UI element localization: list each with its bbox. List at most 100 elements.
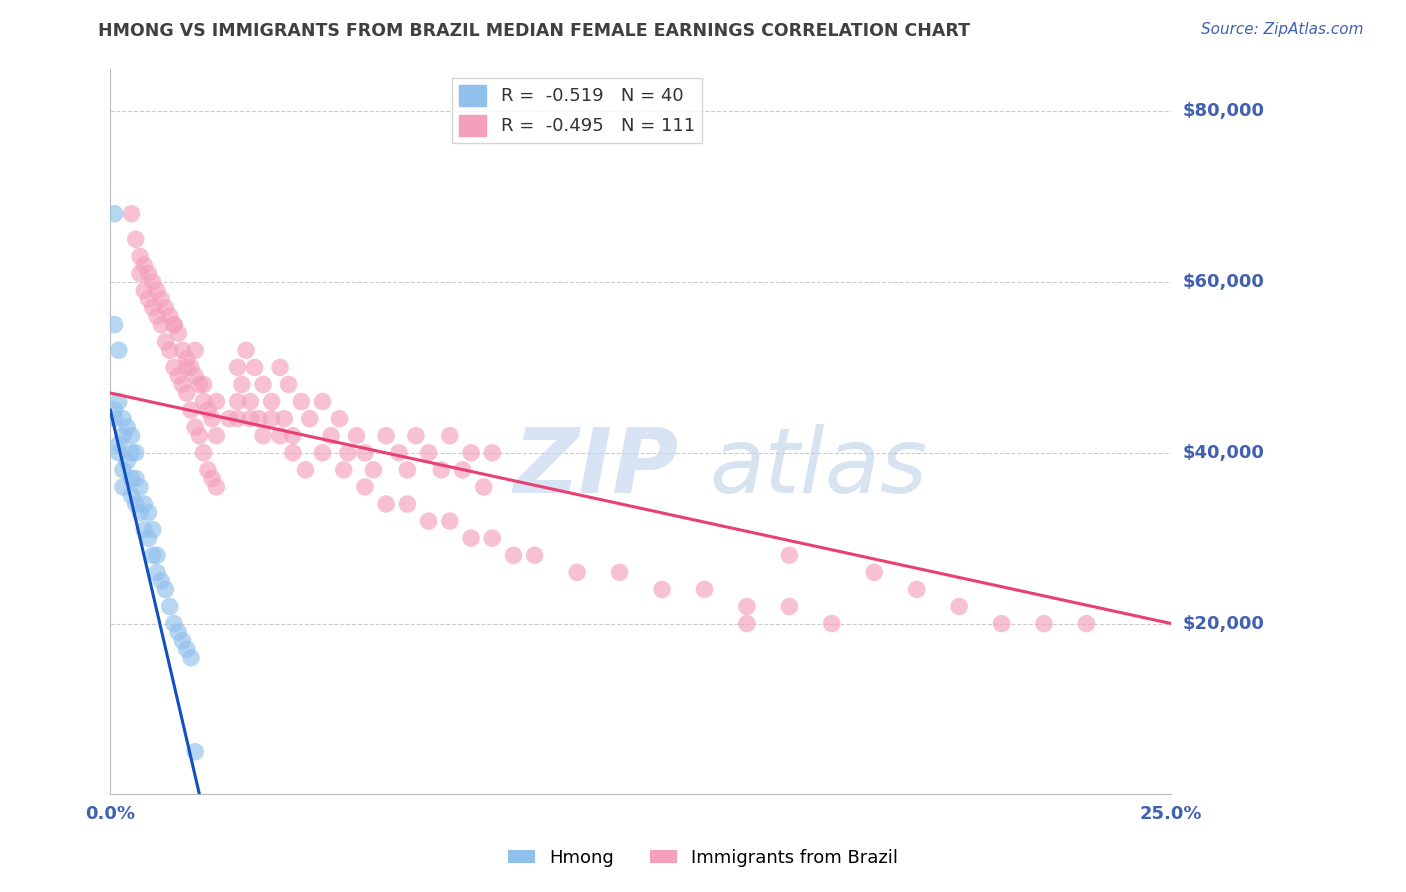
Point bbox=[121, 428, 143, 442]
Point bbox=[103, 403, 125, 417]
Point bbox=[201, 471, 224, 485]
Point bbox=[252, 377, 274, 392]
Point bbox=[451, 463, 474, 477]
Point bbox=[319, 428, 342, 442]
Point bbox=[396, 497, 419, 511]
Point bbox=[375, 497, 398, 511]
Point bbox=[159, 343, 181, 358]
Point bbox=[439, 428, 461, 442]
Point bbox=[481, 531, 503, 545]
Point bbox=[1033, 616, 1056, 631]
Point bbox=[121, 488, 143, 502]
Point bbox=[150, 574, 173, 588]
Point bbox=[260, 394, 283, 409]
Point bbox=[125, 446, 148, 460]
Point bbox=[172, 343, 194, 358]
Point bbox=[129, 267, 152, 281]
Point bbox=[281, 428, 304, 442]
Point bbox=[167, 326, 190, 341]
Point bbox=[112, 411, 135, 425]
Point bbox=[243, 360, 266, 375]
Point bbox=[328, 411, 350, 425]
Point bbox=[235, 343, 257, 358]
Point bbox=[176, 360, 198, 375]
Point bbox=[460, 446, 482, 460]
Point bbox=[138, 531, 160, 545]
Point bbox=[155, 582, 177, 597]
Point bbox=[172, 377, 194, 392]
Point bbox=[502, 548, 524, 562]
Text: HMONG VS IMMIGRANTS FROM BRAZIL MEDIAN FEMALE EARNINGS CORRELATION CHART: HMONG VS IMMIGRANTS FROM BRAZIL MEDIAN F… bbox=[98, 22, 970, 40]
Point bbox=[735, 599, 758, 614]
Point bbox=[472, 480, 495, 494]
Point bbox=[125, 497, 148, 511]
Point bbox=[205, 394, 228, 409]
Point bbox=[609, 566, 631, 580]
Point bbox=[176, 642, 198, 657]
Point bbox=[117, 420, 139, 434]
Point bbox=[273, 411, 295, 425]
Point bbox=[290, 394, 312, 409]
Point bbox=[205, 480, 228, 494]
Point bbox=[298, 411, 321, 425]
Point bbox=[112, 428, 135, 442]
Point bbox=[651, 582, 673, 597]
Point bbox=[281, 446, 304, 460]
Point bbox=[121, 446, 143, 460]
Point bbox=[180, 360, 202, 375]
Point bbox=[252, 428, 274, 442]
Text: $20,000: $20,000 bbox=[1182, 615, 1264, 632]
Point bbox=[197, 463, 219, 477]
Point bbox=[201, 411, 224, 425]
Point bbox=[167, 368, 190, 383]
Point bbox=[388, 446, 411, 460]
Point bbox=[239, 394, 262, 409]
Point bbox=[107, 343, 129, 358]
Point bbox=[193, 446, 215, 460]
Point bbox=[184, 745, 207, 759]
Point bbox=[184, 343, 207, 358]
Point bbox=[905, 582, 928, 597]
Text: $40,000: $40,000 bbox=[1182, 444, 1264, 462]
Point bbox=[142, 523, 165, 537]
Text: atlas: atlas bbox=[710, 424, 928, 512]
Point bbox=[155, 301, 177, 315]
Point bbox=[172, 633, 194, 648]
Point bbox=[103, 207, 125, 221]
Point bbox=[460, 531, 482, 545]
Point bbox=[180, 403, 202, 417]
Point bbox=[163, 360, 186, 375]
Point bbox=[226, 360, 249, 375]
Legend: Hmong, Immigrants from Brazil: Hmong, Immigrants from Brazil bbox=[501, 842, 905, 874]
Legend: R =  -0.519   N = 40, R =  -0.495   N = 111: R = -0.519 N = 40, R = -0.495 N = 111 bbox=[453, 78, 702, 143]
Point bbox=[405, 428, 427, 442]
Point bbox=[150, 292, 173, 306]
Point bbox=[294, 463, 316, 477]
Point bbox=[103, 411, 125, 425]
Point bbox=[205, 428, 228, 442]
Point bbox=[193, 377, 215, 392]
Point bbox=[396, 463, 419, 477]
Point bbox=[176, 386, 198, 401]
Point bbox=[150, 318, 173, 332]
Point bbox=[1076, 616, 1098, 631]
Point bbox=[418, 514, 440, 528]
Point bbox=[142, 548, 165, 562]
Point bbox=[134, 497, 156, 511]
Point bbox=[134, 284, 156, 298]
Point bbox=[163, 318, 186, 332]
Point bbox=[439, 514, 461, 528]
Point bbox=[565, 566, 588, 580]
Point bbox=[112, 480, 135, 494]
Point bbox=[155, 334, 177, 349]
Point bbox=[142, 301, 165, 315]
Point bbox=[218, 411, 240, 425]
Point bbox=[990, 616, 1012, 631]
Point bbox=[146, 548, 169, 562]
Point bbox=[336, 446, 359, 460]
Point bbox=[481, 446, 503, 460]
Point bbox=[142, 275, 165, 289]
Point bbox=[231, 377, 253, 392]
Point bbox=[418, 446, 440, 460]
Point bbox=[129, 506, 152, 520]
